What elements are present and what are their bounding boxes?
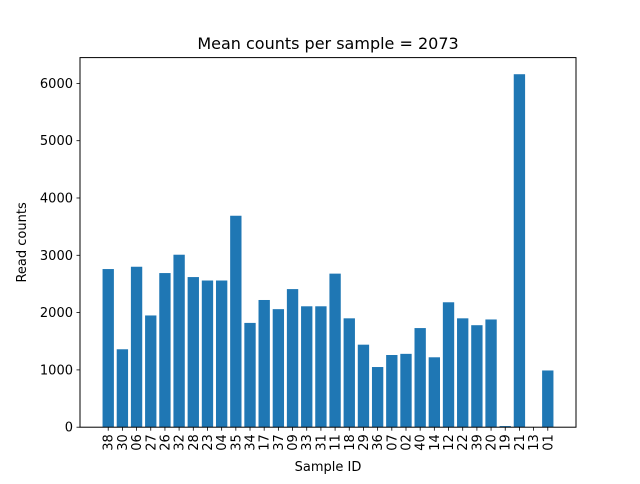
y-axis-label: Read counts — [15, 202, 30, 282]
x-tick-label-38: 38 — [102, 434, 117, 451]
x-tick-label-29: 29 — [357, 434, 372, 451]
chart-title: Mean counts per sample = 2073 — [197, 34, 458, 53]
x-tick-label-06: 06 — [130, 434, 145, 451]
x-tick-label-23: 23 — [201, 434, 216, 451]
y-tick-label: 4000 — [40, 191, 73, 206]
bar-39 — [471, 325, 483, 428]
bar-01 — [542, 370, 554, 428]
x-tick-label-40: 40 — [414, 434, 429, 451]
y-tick-label: 0 — [65, 421, 73, 436]
bar-02 — [400, 353, 412, 428]
x-axis: 38 30 06 27 26 32 28 23 04 35 34 17 37 09 33 31 11 18 29 36… — [102, 427, 556, 451]
x-tick-label-37: 37 — [272, 434, 287, 451]
bar-06 — [130, 266, 143, 428]
x-tick-label-14: 14 — [428, 434, 443, 451]
x-tick-label-39: 39 — [470, 434, 485, 451]
x-tick-label-09: 09 — [286, 434, 301, 451]
bar-21 — [513, 74, 526, 428]
bar-18 — [343, 318, 355, 428]
bar-20 — [485, 319, 497, 428]
y-tick-label: 6000 — [40, 77, 73, 92]
bar-23 — [201, 280, 214, 428]
x-tick-label-02: 02 — [399, 434, 414, 451]
x-tick-label-31: 31 — [314, 434, 329, 451]
bar-04 — [215, 280, 228, 428]
x-tick-label-17: 17 — [258, 434, 273, 451]
x-tick-label-30: 30 — [116, 434, 131, 451]
bar-31 — [315, 306, 327, 428]
x-tick-label-11: 11 — [329, 434, 344, 451]
x-tick-label-21: 21 — [513, 434, 528, 451]
x-tick-label-36: 36 — [371, 434, 386, 451]
bar-27 — [145, 315, 157, 428]
bar-22 — [457, 318, 469, 428]
bar-37 — [272, 309, 285, 428]
x-tick-label-20: 20 — [485, 434, 500, 451]
x-tick-label-28: 28 — [187, 434, 202, 451]
x-tick-label-35: 35 — [229, 434, 244, 451]
y-axis: 0 1000 2000 3000 4000 5000 6000 — [40, 77, 80, 436]
bar-26 — [159, 273, 171, 428]
x-tick-label-32: 32 — [173, 434, 188, 451]
bar-34 — [244, 322, 256, 428]
x-tick-label-18: 18 — [343, 434, 358, 451]
x-tick-label-07: 07 — [385, 434, 400, 451]
bar-11 — [329, 273, 341, 428]
x-axis-label: Sample ID — [295, 460, 362, 475]
x-tick-label-26: 26 — [158, 434, 173, 451]
x-tick-label-27: 27 — [144, 434, 159, 451]
x-tick-label-19: 19 — [499, 434, 514, 451]
y-tick-label: 1000 — [40, 363, 73, 378]
y-tick-label: 2000 — [40, 306, 73, 321]
bar-07 — [386, 355, 398, 428]
bar-32 — [173, 254, 185, 428]
bar-35 — [230, 215, 242, 428]
bar-19 — [499, 426, 511, 428]
bar-09 — [286, 289, 299, 428]
x-tick-label-33: 33 — [300, 434, 315, 451]
bar-38 — [102, 269, 114, 428]
y-tick-label: 3000 — [40, 249, 73, 264]
bar-36 — [371, 367, 384, 428]
x-tick-label-12: 12 — [442, 434, 457, 451]
bar-30 — [116, 349, 129, 428]
x-tick-label-04: 04 — [215, 434, 230, 451]
bar-40 — [414, 328, 426, 428]
x-tick-label-13: 13 — [527, 434, 542, 451]
bars-group — [102, 74, 554, 428]
bar-17 — [258, 299, 270, 428]
y-tick-label: 5000 — [40, 134, 73, 149]
bar-29 — [357, 344, 370, 428]
x-tick-label-34: 34 — [244, 434, 259, 451]
x-tick-label-22: 22 — [456, 434, 471, 451]
bar-12 — [442, 302, 455, 428]
bar-33 — [301, 306, 313, 428]
x-tick-label-01: 01 — [541, 434, 556, 451]
plot-frame — [79, 57, 577, 428]
bar-28 — [187, 277, 199, 428]
bar-14 — [428, 357, 441, 428]
